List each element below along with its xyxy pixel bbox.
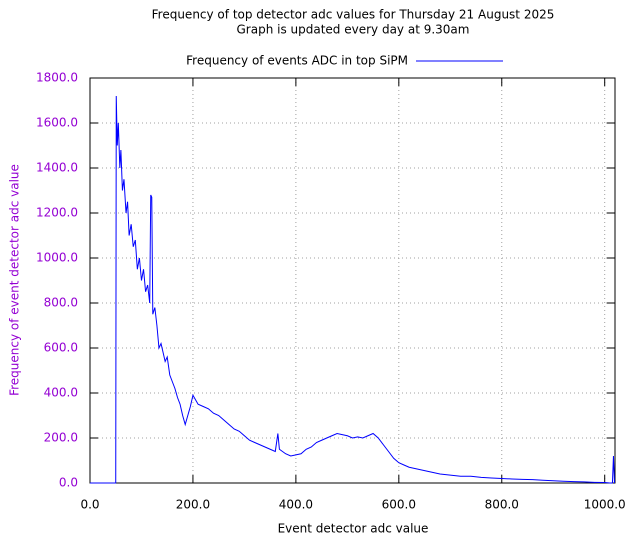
y-tick-label: 400.0 — [44, 386, 78, 400]
legend-label: Frequency of events ADC in top SiPM — [186, 54, 408, 68]
y-tick-label: 1400.0 — [36, 161, 78, 175]
y-tick-label: 1600.0 — [36, 116, 78, 130]
y-tick-label: 200.0 — [44, 431, 78, 445]
x-axis-label: Event detector adc value — [278, 522, 429, 536]
y-tick-label: 1000.0 — [36, 251, 78, 265]
y-axis-label: Frequency of event detector adc value — [8, 164, 22, 396]
x-tick-label: 200.0 — [176, 498, 210, 512]
chart-title: Frequency of top detector adc values for… — [152, 8, 555, 22]
x-tick-label: 1000.0 — [584, 498, 626, 512]
data-line — [90, 95, 615, 484]
x-tick-label: 0.0 — [80, 498, 99, 512]
y-tick-label: 0.0 — [59, 476, 78, 490]
x-tick-label: 600.0 — [382, 498, 416, 512]
chart-subtitle: Graph is updated every day at 9.30am — [237, 23, 470, 37]
plot-frame — [89, 77, 616, 484]
y-tick-label: 600.0 — [44, 341, 78, 355]
x-tick-label: 800.0 — [485, 498, 519, 512]
y-tick-label: 800.0 — [44, 296, 78, 310]
y-tick-label: 1200.0 — [36, 206, 78, 220]
y-tick-label: 1800.0 — [36, 71, 78, 85]
x-tick-label: 400.0 — [279, 498, 313, 512]
